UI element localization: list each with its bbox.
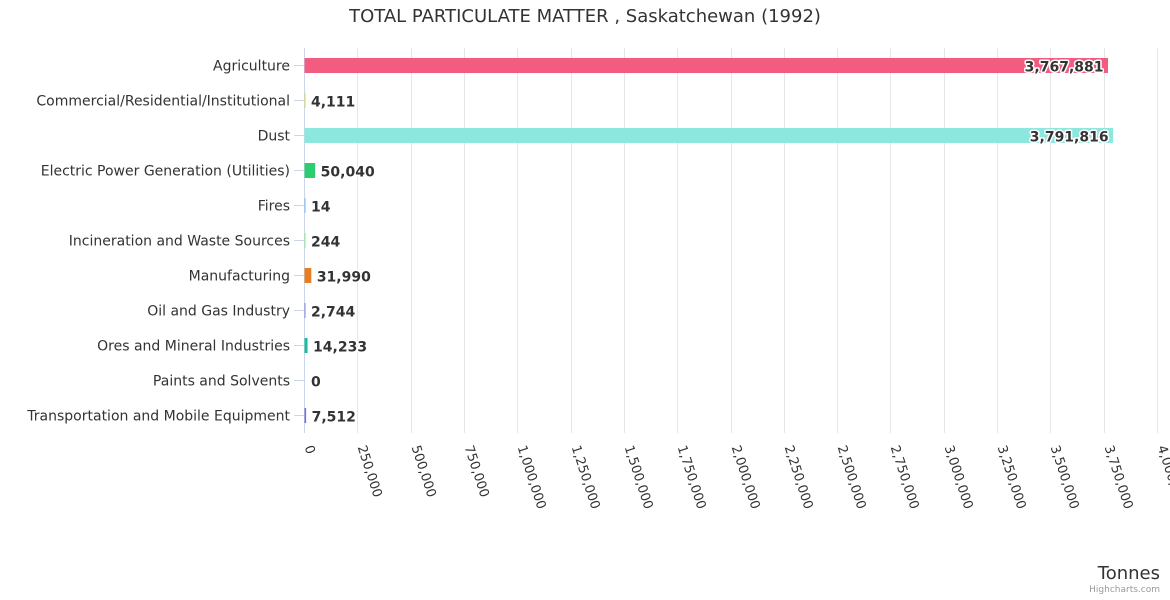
x-tick-label: 2,000,000 — [728, 444, 763, 512]
data-label: 7,512 — [312, 410, 356, 426]
x-tick-label: 3,000,000 — [941, 444, 976, 512]
x-tick-label: 2,750,000 — [887, 444, 922, 512]
data-label: 31,990 — [317, 270, 371, 286]
bar — [304, 408, 307, 423]
category-label: Incineration and Waste Sources — [69, 234, 290, 250]
x-tick-label: 3,750,000 — [1101, 444, 1136, 512]
category-label: Manufacturing — [189, 269, 290, 285]
x-tick-label: 750,000 — [461, 444, 492, 500]
category-label: Fires — [258, 199, 290, 215]
x-axis-title: Tonnes — [1097, 563, 1160, 584]
chart-title: TOTAL PARTICULATE MATTER , Saskatchewan … — [349, 6, 821, 27]
x-tick-label: 3,500,000 — [1047, 444, 1082, 512]
category-label: Paints and Solvents — [153, 374, 290, 390]
x-tick-label: 2,500,000 — [834, 444, 869, 512]
category-label: Electric Power Generation (Utilities) — [41, 164, 290, 180]
bar — [304, 198, 306, 213]
x-tick-label: 1,750,000 — [674, 444, 709, 512]
data-label: 14 — [311, 200, 331, 216]
x-tick-label: 1,250,000 — [568, 444, 603, 512]
x-tick-label: 0 — [301, 444, 318, 457]
x-tick-label: 500,000 — [408, 444, 439, 500]
bar — [304, 93, 306, 108]
x-tick-label: 2,250,000 — [781, 444, 816, 512]
bar — [304, 233, 306, 248]
category-label: Ores and Mineral Industries — [97, 339, 290, 355]
category-label: Transportation and Mobile Equipment — [26, 409, 290, 425]
category-label: Commercial/Residential/Institutional — [36, 94, 290, 110]
x-tick-label: 3,250,000 — [994, 444, 1029, 512]
data-label: 50,040 — [321, 165, 375, 181]
bar — [304, 58, 1109, 73]
category-label: Dust — [258, 129, 291, 145]
data-label: 2,744 — [311, 305, 356, 321]
data-label: 3,791,816 — [1030, 130, 1109, 146]
data-label: 244 — [311, 235, 340, 251]
category-label: Oil and Gas Industry — [147, 304, 290, 320]
x-tick-label: 250,000 — [354, 444, 385, 500]
bar — [304, 338, 308, 353]
x-tick-label: 4,000,000 — [1154, 444, 1170, 512]
category-label: Agriculture — [213, 59, 290, 75]
data-label: 4,111 — [311, 95, 355, 111]
data-label: 3,767,881 — [1025, 60, 1104, 76]
data-label: 14,233 — [313, 340, 367, 356]
bar — [304, 163, 316, 178]
x-tick-label: 1,000,000 — [514, 444, 549, 512]
bar — [304, 303, 306, 318]
x-tick-label: 1,500,000 — [621, 444, 656, 512]
bar — [304, 128, 1114, 143]
credits-link[interactable]: Highcharts.com — [1089, 585, 1160, 595]
data-label: 0 — [311, 375, 321, 391]
bar — [304, 268, 312, 283]
